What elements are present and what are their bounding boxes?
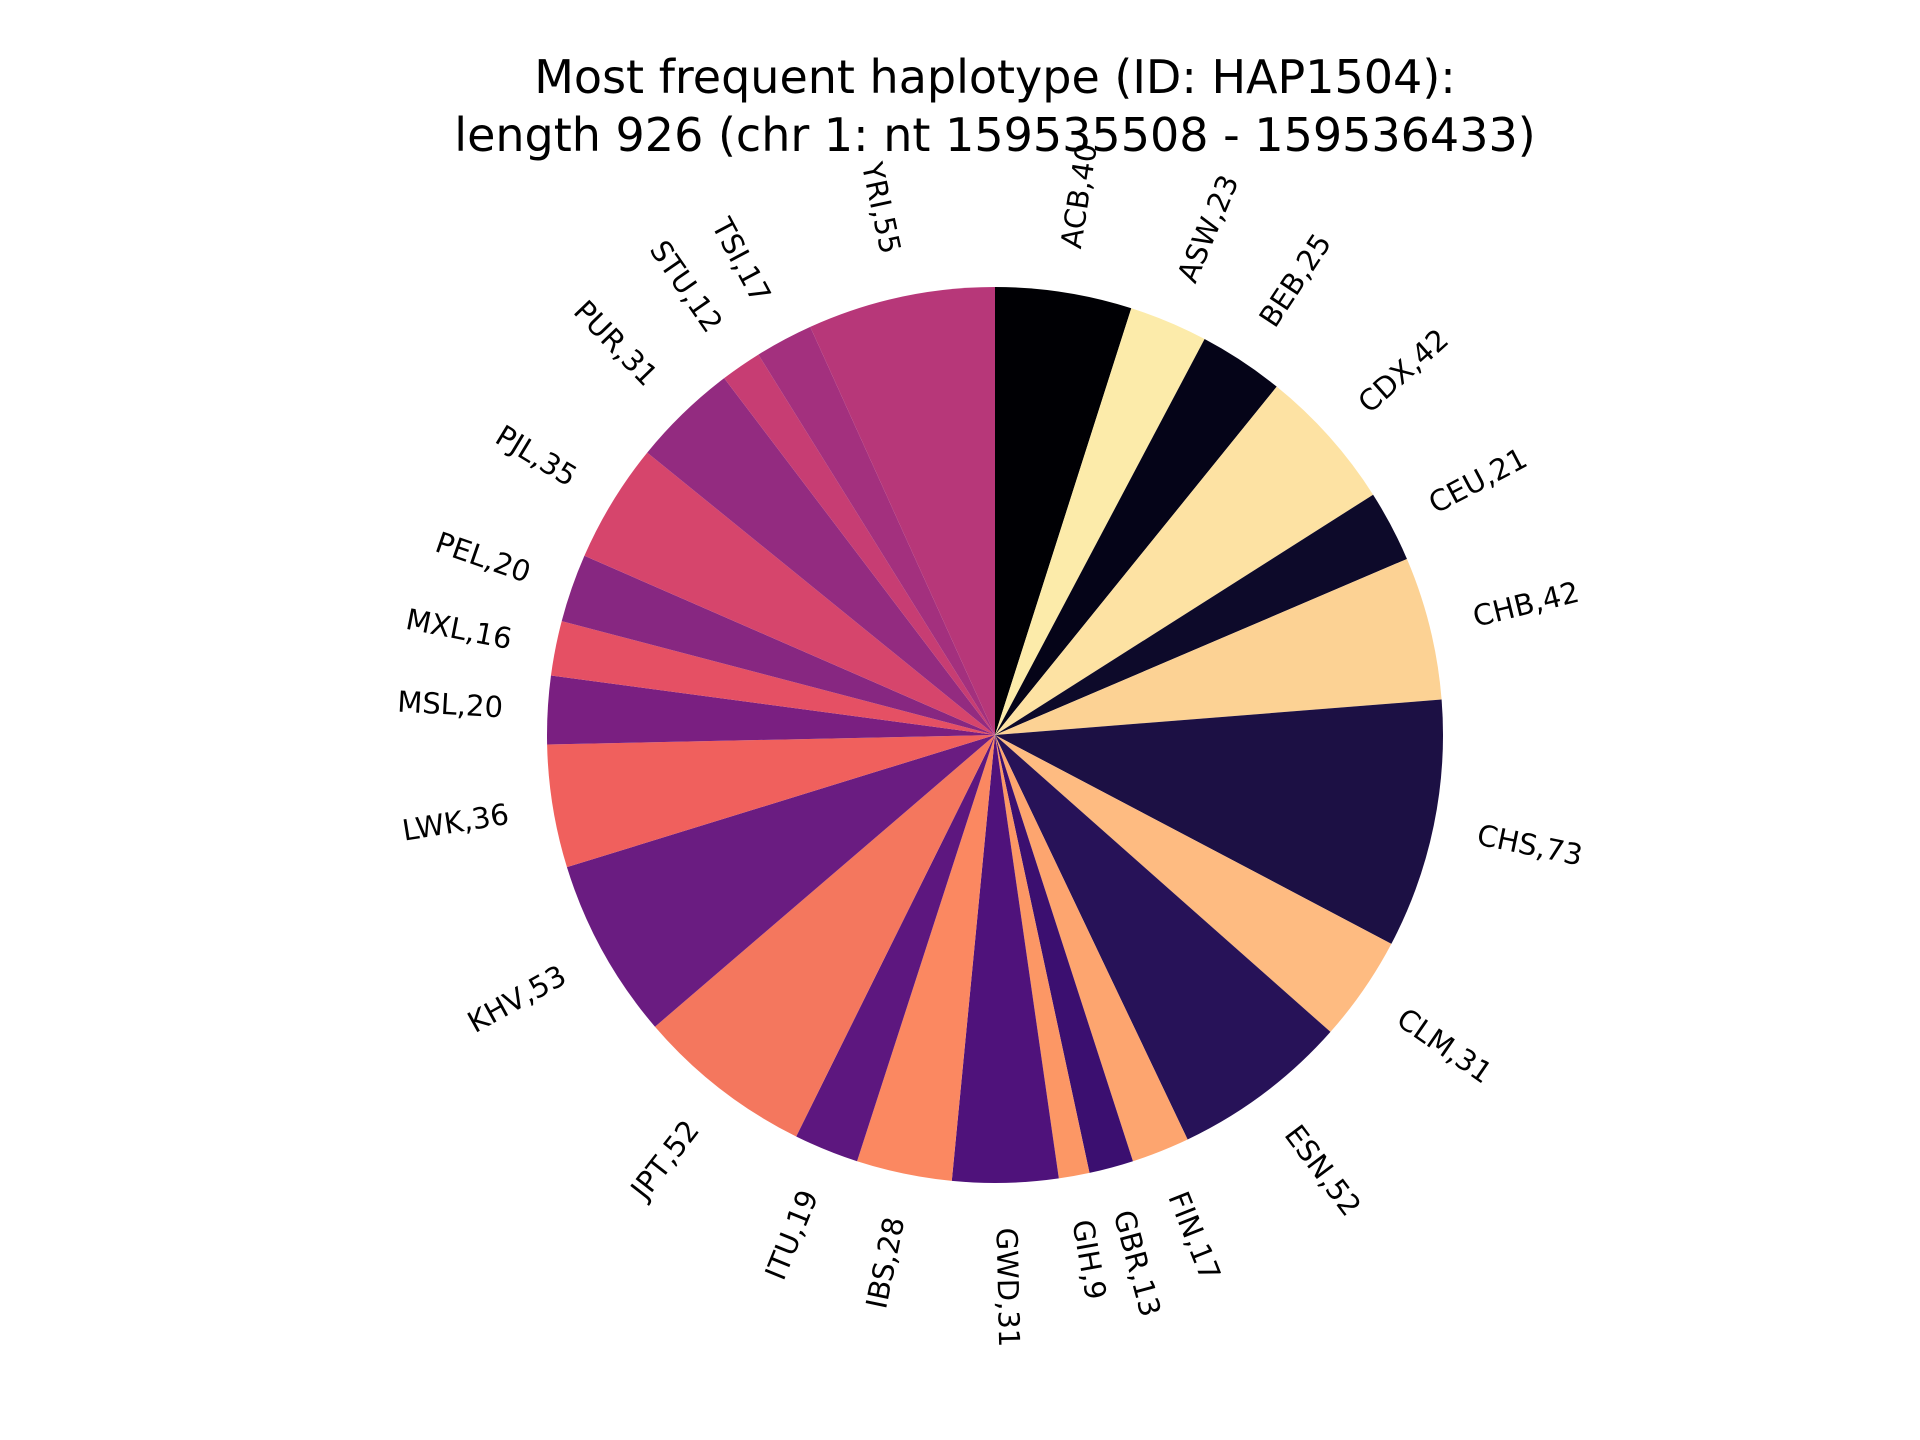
pie-slice-chs bbox=[995, 699, 1443, 944]
pie-slice-pjl bbox=[584, 452, 995, 735]
pie-slice-tsi bbox=[758, 326, 995, 735]
pie-slice-clm bbox=[995, 735, 1392, 1032]
slice-label-chs: CHS,73 bbox=[1474, 818, 1585, 873]
slice-label-itu: ITU,19 bbox=[758, 1185, 825, 1285]
pie-slice-jpt bbox=[654, 735, 995, 1137]
slice-label-chb: CHB,42 bbox=[1469, 575, 1582, 634]
chart-title-line2: length 926 (chr 1: nt 159535508 - 159536… bbox=[454, 108, 1536, 162]
slice-label-cdx: CDX,42 bbox=[1351, 322, 1455, 420]
slice-label-clm: CLM,31 bbox=[1391, 1001, 1499, 1090]
slice-label-esn: ESN,52 bbox=[1278, 1118, 1368, 1222]
slice-label-msl: MSL,20 bbox=[396, 685, 503, 725]
slice-label-pel: PEL,20 bbox=[431, 525, 535, 589]
slice-label-asw: ASW,23 bbox=[1170, 170, 1245, 287]
slice-label-yri: YRI,55 bbox=[855, 158, 908, 257]
slice-label-pjl: PJL,35 bbox=[490, 418, 583, 493]
slice-label-ibs: IBS,28 bbox=[859, 1214, 911, 1311]
slice-label-tsi: TSI,17 bbox=[704, 211, 777, 308]
chart-title: Most frequent haplotype (ID: HAP1504): l… bbox=[0, 48, 1920, 164]
pie-slices bbox=[547, 287, 1443, 1184]
slice-label-fin: FIN,17 bbox=[1161, 1187, 1227, 1286]
slice-label-beb: BEB,25 bbox=[1252, 227, 1338, 333]
pie-slice-yri bbox=[810, 287, 995, 735]
pie-slice-mxl bbox=[550, 621, 995, 735]
pie-slice-gih bbox=[995, 735, 1090, 1179]
slice-label-jpt: JPT,52 bbox=[623, 1114, 706, 1207]
chart-title-line1: Most frequent haplotype (ID: HAP1504): bbox=[534, 50, 1456, 104]
pie-slice-ceu bbox=[995, 494, 1407, 735]
pie-slice-pel bbox=[561, 555, 995, 735]
pie-slice-stu bbox=[724, 354, 995, 735]
slice-label-ceu: CEU,21 bbox=[1423, 441, 1533, 520]
pie-slice-beb bbox=[995, 339, 1277, 735]
pie-slice-itu bbox=[796, 735, 995, 1162]
pie-slice-khv bbox=[566, 735, 995, 1027]
slice-label-lwk: LWK,36 bbox=[400, 797, 511, 848]
pie-slice-esn bbox=[995, 735, 1331, 1140]
slice-label-mxl: MXL,16 bbox=[403, 602, 515, 656]
pie-slice-cdx bbox=[995, 386, 1374, 735]
slice-label-acb: ACB,40 bbox=[1054, 141, 1104, 251]
pie-slice-msl bbox=[547, 675, 995, 745]
pie-slice-gbr bbox=[995, 735, 1133, 1173]
pie-slice-pur bbox=[647, 378, 995, 735]
pie-slice-gwd bbox=[951, 735, 1059, 1184]
slice-label-gbr: GBR,13 bbox=[1107, 1206, 1168, 1320]
pie-slice-asw bbox=[995, 308, 1205, 735]
pie-slice-ibs bbox=[857, 735, 995, 1181]
pie-slice-chb bbox=[995, 558, 1442, 735]
slice-label-pur: PUR,31 bbox=[567, 294, 664, 393]
slice-label-gwd: GWD,31 bbox=[989, 1227, 1026, 1347]
slice-label-gih: GIH,9 bbox=[1065, 1217, 1113, 1302]
pie-slice-fin bbox=[995, 735, 1188, 1162]
slice-label-khv: KHV,53 bbox=[462, 958, 572, 1039]
pie-slice-lwk bbox=[547, 735, 995, 868]
pie-slice-acb bbox=[995, 287, 1132, 735]
